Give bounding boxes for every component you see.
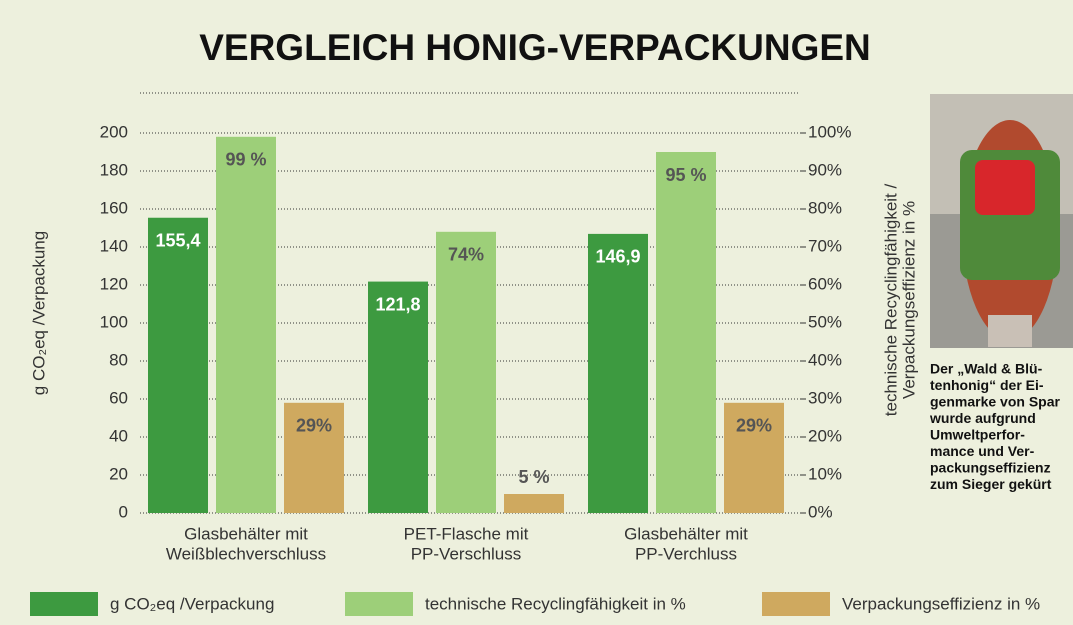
y-tick-label: 120 [100, 274, 128, 293]
x-tick-label: Glasbehälter mit [624, 524, 748, 543]
y2-tick-label: 70% [808, 236, 842, 255]
y2-tick-label: 50% [808, 312, 842, 331]
x-tick-label: PP-Verschluss [411, 544, 522, 563]
chart: VERGLEICH HONIG-VERPACKUNGEN Der „Wald &… [0, 0, 1073, 625]
value-label: 29% [296, 416, 332, 436]
value-label: 146,9 [595, 247, 640, 267]
y-tick-label: 140 [100, 236, 128, 255]
y-tick-label: 40 [109, 426, 128, 445]
legend-label: g CO₂eq /Verpackung [110, 594, 274, 613]
legend-swatch [762, 592, 830, 616]
value-label: 99 % [225, 150, 266, 170]
y-tick-label: 60 [109, 388, 128, 407]
x-tick-label: Weißblechverschluss [166, 544, 326, 563]
bar [656, 152, 716, 513]
y2-tick-label: 20% [808, 426, 842, 445]
value-label: 155,4 [155, 230, 200, 250]
y2-tick-label: 60% [808, 274, 842, 293]
bar [368, 282, 428, 513]
bar [216, 137, 276, 513]
caption-line: genmarke von Spar [930, 394, 1060, 410]
bar [588, 234, 648, 513]
legend-swatch [345, 592, 413, 616]
value-label: 95 % [665, 165, 706, 185]
value-label: 29% [736, 416, 772, 436]
x-tick-label: Glasbehälter mit [184, 524, 308, 543]
value-label: 121,8 [375, 294, 420, 314]
y2-tick-label: 100% [808, 122, 851, 141]
caption-line: wurde aufgrund [929, 410, 1036, 426]
bar [504, 494, 564, 513]
caption-line: Umweltperfor- [930, 427, 1025, 443]
y2-tick-label: 90% [808, 160, 842, 179]
y2-axis-label: Verpackungseffizienz in % [899, 201, 918, 399]
caption-line: Der „Wald & Blü- [930, 361, 1043, 377]
y-tick-label: 80 [109, 350, 128, 369]
legend-label: Verpackungseffizienz in % [842, 594, 1040, 613]
y-tick-label: 100 [100, 312, 128, 331]
value-label: 5 % [518, 467, 549, 487]
y2-axis-label: technische Recyclingfähigkeit / [881, 184, 900, 417]
y-tick-label: 180 [100, 160, 128, 179]
y2-tick-label: 0% [808, 502, 833, 521]
caption-line: mance und Ver- [930, 443, 1035, 459]
legend-label: technische Recyclingfähigkeit in % [425, 594, 686, 613]
y-tick-label: 20 [109, 464, 128, 483]
y-tick-label: 0 [119, 502, 128, 521]
photo [930, 94, 1073, 348]
x-tick-label: PP-Verchluss [635, 544, 737, 563]
y2-tick-label: 80% [808, 198, 842, 217]
bar [148, 218, 208, 513]
caption-line: zum Sieger gekürt [930, 476, 1052, 492]
y2-tick-label: 30% [808, 388, 842, 407]
y2-tick-label: 40% [808, 350, 842, 369]
value-label: 74% [448, 245, 484, 265]
y2-tick-label: 10% [808, 464, 842, 483]
y-tick-label: 200 [100, 122, 128, 141]
x-tick-label: PET-Flasche mit [404, 524, 529, 543]
y-axis-label: g CO₂eq /Verpackung [29, 231, 48, 395]
caption-line: tenhonig“ der Ei- [930, 377, 1044, 393]
chart-title: VERGLEICH HONIG-VERPACKUNGEN [199, 27, 871, 68]
caption-line: packungseffizienz [930, 460, 1051, 476]
bar [436, 232, 496, 513]
y-tick-label: 160 [100, 198, 128, 217]
legend-swatch [30, 592, 98, 616]
